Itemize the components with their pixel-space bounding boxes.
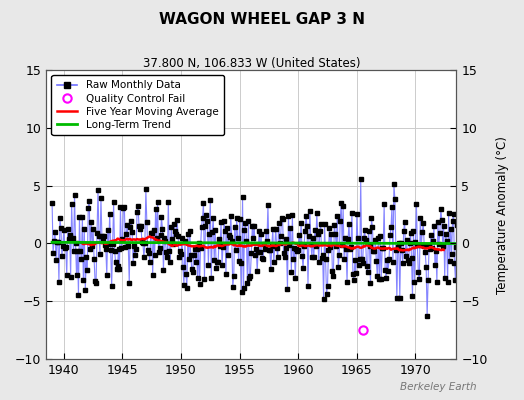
Legend: Raw Monthly Data, Quality Control Fail, Five Year Moving Average, Long-Term Tren: Raw Monthly Data, Quality Control Fail, … [51, 75, 224, 135]
Y-axis label: Temperature Anomaly (°C): Temperature Anomaly (°C) [496, 136, 509, 294]
Text: WAGON WHEEL GAP 3 N: WAGON WHEEL GAP 3 N [159, 12, 365, 27]
Title: 37.800 N, 106.833 W (United States): 37.800 N, 106.833 W (United States) [143, 57, 360, 70]
Text: Berkeley Earth: Berkeley Earth [400, 382, 477, 392]
